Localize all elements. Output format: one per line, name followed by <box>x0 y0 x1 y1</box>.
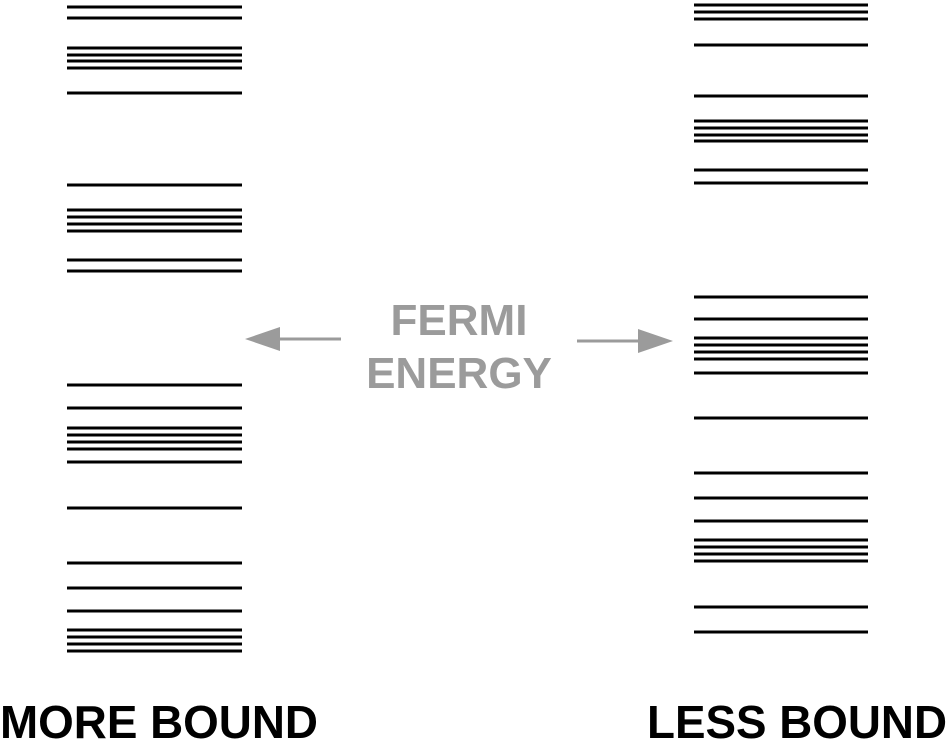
more-bound-levels <box>67 5 242 653</box>
more-bound-label: MORE BOUND <box>0 696 318 743</box>
fermi-label-line1: FERMI <box>391 296 528 345</box>
less-bound-levels <box>694 3 868 634</box>
fermi-label-line2: ENERGY <box>366 349 552 398</box>
less-bound-label: LESS BOUND <box>647 696 947 743</box>
left-arrow-icon <box>245 327 341 351</box>
right-arrow-icon <box>577 329 673 353</box>
